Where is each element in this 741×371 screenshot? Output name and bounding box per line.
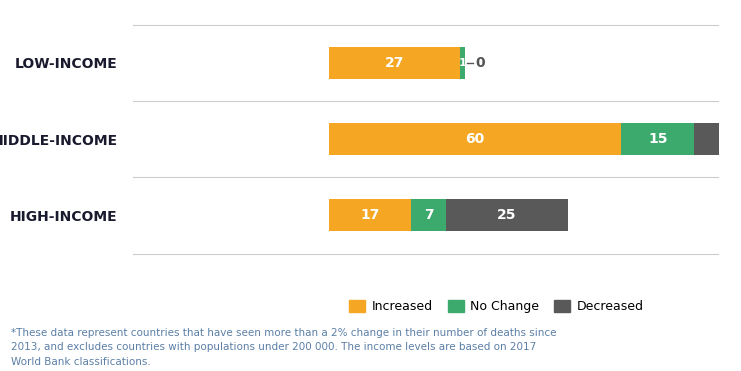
Text: 7: 7 [424,209,433,223]
Text: 0: 0 [476,56,485,70]
Text: 25: 25 [496,209,516,223]
Text: 15: 15 [648,132,668,146]
Bar [328,47,460,79]
Legend: Increased, No Change, Decreased: Increased, No Change, Decreased [344,295,648,318]
Bar [460,47,465,79]
Bar [694,123,741,155]
Bar [328,200,411,232]
Text: 60: 60 [465,132,485,146]
Text: 1: 1 [459,58,467,68]
Text: *These data represent countries that have seen more than a 2% change in their nu: *These data represent countries that hav… [11,328,556,367]
Bar [445,200,568,232]
Text: 27: 27 [385,56,404,70]
Text: 17: 17 [360,209,379,223]
Bar [621,123,694,155]
Bar [411,200,445,232]
Bar [328,123,621,155]
